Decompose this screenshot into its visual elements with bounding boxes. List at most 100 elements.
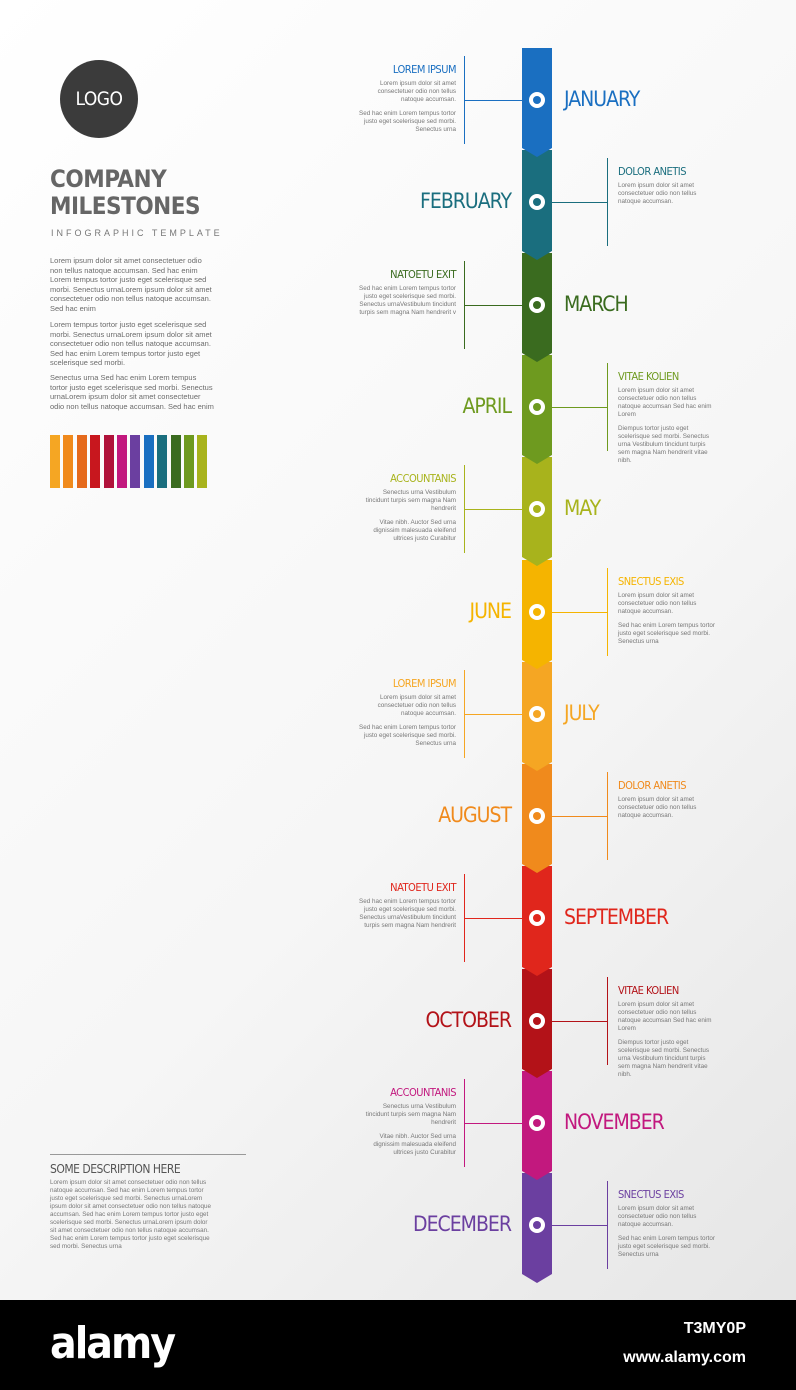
card-rule xyxy=(464,874,465,963)
milestone-text: Vitae nibh. Auctor Sed urna dignissim ma… xyxy=(373,519,456,543)
color-swatch xyxy=(90,435,101,488)
milestone-text: Lorem ipsum dolor sit amet consectetuer … xyxy=(377,693,456,717)
color-swatch xyxy=(50,435,60,488)
card-rule xyxy=(464,56,465,144)
milestone-heading: VITAE KOLIEN xyxy=(618,369,679,383)
milestone-text: Sed hac enim Lorem tempus tortor justo e… xyxy=(359,723,456,747)
milestone-card: ACCOUNTANIS Senectus urna Vestibulum tinc… xyxy=(358,1086,457,1163)
milestone-node xyxy=(529,1115,545,1131)
milestone-node xyxy=(529,808,545,825)
month-label: JULY xyxy=(564,700,600,725)
milestone-heading: NATOETU EXIT xyxy=(390,881,456,895)
logo-badge: LOGO xyxy=(60,60,138,138)
milestone-heading: DOLOR ANETIS xyxy=(618,779,687,793)
milestone-card: SNECTUS EXIS Lorem ipsum dolor sit amet c… xyxy=(618,575,716,652)
milestone-node xyxy=(529,398,545,415)
color-swatch xyxy=(116,435,127,488)
milestone-heading: VITAE KOLIEN xyxy=(618,983,679,997)
milestone-heading: LOREM IPSUM xyxy=(392,676,457,690)
connector-line xyxy=(552,611,608,613)
card-rule xyxy=(464,1079,465,1167)
milestone-card: VITAE KOLIEN Lorem ipsum dolor sit amet c… xyxy=(618,370,716,471)
divider xyxy=(50,1154,246,1155)
milestone-card: DOLOR ANETIS Lorem ipsum dolor sit amet c… xyxy=(618,165,716,212)
card-rule xyxy=(607,976,608,1065)
milestone-heading: ACCOUNTANIS xyxy=(390,472,456,486)
color-swatch xyxy=(157,435,168,488)
milestone-text: Senectus urna Vestibulum tincidunt turpi… xyxy=(365,1103,456,1126)
connector-line xyxy=(465,1123,522,1124)
milestone-text: Senectus urna Vestibulum tincidunt turpi… xyxy=(365,489,456,513)
intro-paragraph: Senectus urna Sed hac enim Lorem tempus … xyxy=(50,373,214,411)
milestone-node xyxy=(529,296,545,313)
card-rule xyxy=(607,158,608,247)
milestone-heading: ACCOUNTANIS xyxy=(390,1086,456,1099)
month-label: JANUARY xyxy=(564,87,640,111)
card-rule xyxy=(464,669,465,758)
milestone-node xyxy=(529,92,545,108)
month-label: APRIL xyxy=(462,393,512,418)
milestone-text: Sed hac enim Lorem tempus tortor justo e… xyxy=(359,898,456,930)
milestone-node xyxy=(529,910,545,927)
milestone-heading: LOREM IPSUM xyxy=(392,63,457,76)
milestone-card: VITAE KOLIEN Lorem ipsum dolor sit amet c… xyxy=(618,984,716,1085)
milestone-heading: NATOETU EXIT xyxy=(390,267,456,281)
connector-line xyxy=(465,304,522,306)
connector-line xyxy=(552,406,608,408)
milestone-text: Vitae nibh. Auctor Sed urna dignissim ma… xyxy=(373,1133,456,1156)
connector-line xyxy=(465,509,522,511)
milestone-text: Lorem ipsum dolor sit amet consectetuer … xyxy=(377,80,456,103)
connector-line xyxy=(552,816,608,818)
color-swatches xyxy=(50,435,211,488)
card-rule xyxy=(464,260,465,349)
color-swatch xyxy=(183,435,194,488)
color-swatch xyxy=(170,435,181,488)
milestone-text: Sed hac enim Lorem tempus tortor justo e… xyxy=(359,284,456,316)
milestone-card: NATOETU EXIT Sed hac enim Lorem tempus to… xyxy=(358,268,456,323)
month-label: JUNE xyxy=(469,598,512,623)
milestone-card: ACCOUNTANIS Senectus urna Vestibulum tinc… xyxy=(358,472,457,549)
intro-paragraph: Lorem tempus tortor justo eget scelerisq… xyxy=(50,320,212,368)
card-rule xyxy=(607,362,608,451)
milestone-heading: SNECTUS EXIS xyxy=(618,574,684,588)
milestone-node xyxy=(529,1217,545,1234)
milestone-text: Lorem ipsum dolor sit amet consectetuer … xyxy=(618,386,712,418)
milestone-text: Lorem ipsum dolor sit amet consectetuer … xyxy=(618,591,697,615)
milestone-heading: SNECTUS EXIS xyxy=(618,1188,684,1202)
color-swatch xyxy=(143,435,154,488)
page-subtitle: INFOGRAPHIC TEMPLATE xyxy=(51,228,223,238)
card-rule xyxy=(607,772,608,861)
color-swatch xyxy=(76,435,87,488)
milestone-node xyxy=(529,194,545,211)
milestone-text: Sed hac enim Lorem tempus tortor justo e… xyxy=(618,621,715,645)
color-swatch xyxy=(130,435,141,488)
milestone-text: Lorem ipsum dolor sit amet consectetuer … xyxy=(618,1000,712,1032)
intro-paragraph: Lorem ipsum dolor sit amet consectetuer … xyxy=(50,256,212,313)
month-label: MARCH xyxy=(564,291,629,316)
milestone-node xyxy=(529,501,545,518)
milestone-card: NATOETU EXIT Sed hac enim Lorem tempus to… xyxy=(358,881,456,936)
card-rule xyxy=(607,1181,608,1270)
milestone-card: LOREM IPSUM Lorem ipsum dolor sit amet co… xyxy=(358,677,456,754)
card-rule xyxy=(607,567,608,656)
connector-line xyxy=(465,918,522,920)
month-label: AUGUST xyxy=(438,803,512,828)
connector-line xyxy=(465,100,522,101)
color-swatch xyxy=(197,435,208,488)
milestone-card: DOLOR ANETIS Lorem ipsum dolor sit amet c… xyxy=(618,779,716,826)
milestone-card: SNECTUS EXIS Lorem ipsum dolor sit amet c… xyxy=(618,1188,716,1265)
milestone-text: Lorem ipsum dolor sit amet consectetuer … xyxy=(618,182,697,206)
color-swatch xyxy=(103,435,114,488)
connector-line xyxy=(465,713,522,715)
milestone-text: Diempus tortor justo eget scelerisque se… xyxy=(618,1038,710,1078)
milestone-node xyxy=(529,603,545,620)
color-swatch xyxy=(63,435,74,488)
connector-line xyxy=(552,1020,608,1022)
milestone-text: Lorem ipsum dolor sit amet consectetuer … xyxy=(618,1205,697,1229)
description-text: Lorem ipsum dolor sit amet consectetuer … xyxy=(50,1179,212,1250)
milestone-node xyxy=(529,1012,545,1029)
page-title: COMPANY MILESTONES xyxy=(50,165,201,220)
milestone-text: Diempus tortor justo eget scelerisque se… xyxy=(618,424,710,464)
month-label: OCTOBER xyxy=(425,1007,512,1032)
description-title: SOME DESCRIPTION HERE xyxy=(50,1162,181,1176)
